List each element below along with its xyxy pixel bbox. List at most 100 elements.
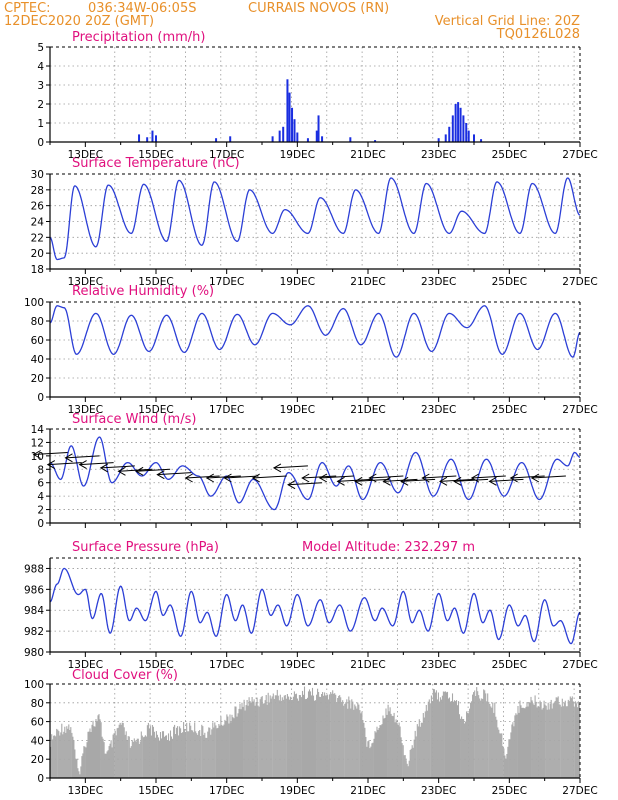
precip-bar [286,79,289,142]
precip-ytick-label: 2 [37,99,44,111]
cloud-ytick-label: 80 [31,698,44,710]
precip-bar [459,107,462,142]
pressure-ytick-label: 980 [24,647,44,659]
precip-bar [306,138,309,142]
humidity-ytick-label: 100 [24,297,44,309]
precip-bar [374,140,377,142]
precip-title: Precipitation (mm/h) [72,30,205,45]
humidity-xtick-label: 23DEC [421,404,456,416]
pressure-xtick-label: 25DEC [492,659,527,671]
precip-ytick-label: 0 [37,137,44,149]
wind-arrow-head [421,473,430,483]
wind-ytick-label: 14 [31,424,45,436]
pressure-xtick-label: 19DEC [280,659,315,671]
header-station: CURRAIS NOVOS (RN) [248,1,389,16]
wind-arrow-shaft [355,478,390,482]
humidity-ytick-label: 80 [31,316,44,328]
header-grid-line: Vertical Grid Line: 20Z [435,14,580,29]
precip-bar [229,136,232,142]
wind-arrow-head [135,466,144,476]
pressure-xtick-label: 17DEC [209,659,244,671]
pressure-xtick-label: 21DEC [350,659,385,671]
precip-bar [288,92,291,142]
cloud-xtick-label: 15DEC [138,785,173,797]
wind-arrow-shaft [136,468,171,472]
temperature-ytick-label: 20 [31,248,44,260]
wind-arrow-head [382,476,391,486]
precip-xtick-label: 15DEC [138,149,173,161]
precip-xtick-label: 19DEC [280,149,315,161]
header-model-code: TQ0126L028 [496,27,580,42]
wind-arrow-shaft [224,475,259,479]
precip-ytick-label: 1 [37,118,44,130]
wind-arrow-shaft [401,478,436,482]
wind-arrow-head [205,473,215,483]
wind-arrow-shaft [100,465,135,469]
precip-bar [296,132,299,142]
pressure-line [49,567,581,645]
precip-bar [271,136,274,142]
wind-arrow-head [78,460,87,470]
wind-arrow-shaft [206,475,241,479]
wind-arrow-head [99,463,109,473]
wind-arrow-shaft [118,468,153,472]
wind-arrow-shaft [369,475,404,479]
wind-arrow-head [488,476,497,486]
precip-bar [138,134,141,142]
wind-arrow-head [223,473,232,483]
wind-ytick-label: 12 [31,437,44,449]
wind-arrow-shaft [252,475,287,479]
precip-bar [467,130,470,142]
wind-arrow-shaft [489,478,524,482]
wind-ytick-label: 0 [37,518,44,530]
pressure-xtick-label: 27DEC [562,659,597,671]
wind-arrow-head [251,473,260,483]
wind-title: Surface Wind (m/s) [72,412,196,427]
wind-arrow-head [453,476,462,486]
wind-ytick-label: 2 [37,505,44,517]
wind-arrow-shaft [273,465,308,469]
precip-bar [278,130,281,142]
cloud-ytick-label: 100 [24,679,44,691]
wind-arrow-shaft [439,478,475,482]
wind-arrow-shaft [288,482,323,486]
precip-bar [457,102,460,142]
cloud-title: Cloud Cover (%) [72,668,178,683]
wind-arrow-head [301,473,310,483]
humidity-xtick-label: 19DEC [280,404,315,416]
wind-arrow-head [184,473,193,483]
humidity-ytick-label: 40 [31,354,44,366]
precip-bar [437,138,440,142]
cloud-xtick-label: 21DEC [350,785,385,797]
cloud-xtick-label: 23DEC [421,785,456,797]
cloud-xtick-label: 17DEC [209,785,244,797]
cloud-ytick-label: 60 [31,717,44,729]
wind-arrow-shaft [47,462,82,466]
cloud-ytick-label: 40 [31,735,44,747]
precip-bar [349,137,352,142]
precip-bar [151,130,154,142]
wind-arrow-head [64,453,73,463]
wind-arrow-head [509,473,518,483]
wind-arrow-shaft [319,475,354,479]
precip-bar [293,119,296,142]
humidity-xtick-label: 21DEC [350,404,385,416]
wind-arrow-shaft [510,475,545,479]
wind-arrow-head [530,473,540,483]
wind-arrow-head [438,476,448,486]
precip-xtick-label: 25DEC [492,149,527,161]
humidity-ytick-label: 20 [31,373,44,385]
pressure-ytick-label: 988 [24,563,44,575]
cloud-ytick-label: 20 [31,754,44,766]
precip-xtick-label: 27DEC [562,149,597,161]
wind-arrow-shaft [383,478,418,482]
humidity-xtick-label: 17DEC [209,404,244,416]
humidity-xtick-label: 27DEC [562,404,597,416]
temperature-xtick-label: 15DEC [138,276,173,288]
pressure-ytick-label: 984 [24,605,44,617]
wind-arrow-shaft [422,475,457,479]
model-altitude: Model Altitude: 232.297 m [302,540,475,555]
cloud-ytick-label: 0 [37,773,44,785]
pressure-ytick-label: 982 [24,626,44,638]
